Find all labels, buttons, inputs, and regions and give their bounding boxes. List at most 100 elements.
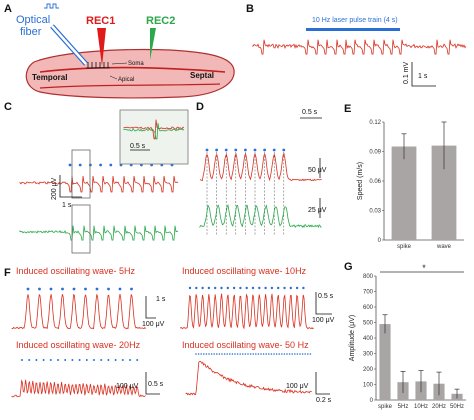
optical-fiber-icon	[44, 3, 88, 66]
stim-dot-f4	[307, 353, 309, 355]
stim-dot-c	[68, 163, 72, 167]
panel-c-scalebar	[59, 175, 82, 198]
stim-dot-f4	[218, 353, 221, 355]
panel-d-traces: 0.5 s 50 μV 25 μV	[199, 109, 327, 236]
f2-scale-v: 100 μV	[312, 317, 335, 324]
f1-scalebar	[145, 296, 156, 319]
panel-d-scale-t: 0.5 s	[302, 109, 318, 116]
stim-dot-d	[234, 148, 238, 152]
g-x-tick-label: 20Hz	[432, 404, 446, 410]
panel-b-scale-v: 0.1 mV	[403, 61, 410, 84]
lower-layer	[39, 83, 221, 89]
panel-b-scale-t: 1 s	[418, 73, 428, 80]
f3-scale-v: 100 μV	[116, 383, 139, 390]
stim-dot-d	[282, 148, 286, 152]
stim-dot-f4	[234, 353, 236, 355]
stim-dot-f2	[232, 286, 236, 290]
stim-dot-f3	[100, 359, 103, 361]
e-y-tick-label: 0.03	[369, 209, 381, 215]
stim-dot-f4	[294, 353, 296, 355]
stim-dot-f4	[257, 353, 260, 355]
stim-dot-f4	[223, 353, 226, 355]
stim-dot-f4	[229, 353, 231, 355]
stim-dot-d	[205, 148, 209, 152]
laser-pulse-icon	[44, 3, 59, 9]
f4-scale-t: 0.2 s	[316, 397, 332, 404]
stim-dot-f4	[244, 353, 247, 355]
panel-d-red-trace	[199, 152, 322, 182]
stim-dot-f4	[296, 353, 299, 355]
stim-dot-f3	[21, 359, 23, 361]
stim-dot-f4	[273, 353, 275, 355]
g-y-tick-label: 700	[363, 290, 374, 296]
stim-dot-f2	[239, 286, 242, 290]
stim-dot-f4	[252, 353, 254, 355]
panel-d-stim-dots	[205, 148, 286, 152]
stim-dot-f3	[28, 359, 31, 361]
stim-dot-f1	[84, 287, 87, 291]
stim-dot-f1	[72, 287, 76, 291]
e-y-axis-label: Speed (m/s)	[357, 162, 364, 200]
stim-dot-f4	[242, 353, 244, 355]
stim-dot-f2	[258, 286, 261, 290]
panel-label-c: C	[4, 101, 12, 113]
stim-dot-f4	[291, 353, 294, 355]
stim-dot-f4	[195, 353, 197, 355]
stim-dot-f4	[301, 353, 304, 355]
panel-a-schematic: Optical fiber REC1 REC2 Soma Apical Tempo…	[16, 3, 235, 99]
stim-dot-f1	[107, 287, 110, 291]
temporal-label: Temporal	[32, 73, 67, 82]
stim-dot-f2	[277, 286, 280, 290]
g-y-tick-label: 600	[363, 305, 374, 311]
stim-dot-f2	[214, 286, 217, 290]
stim-dot-f4	[304, 353, 307, 355]
f-title-5hz: Induced oscillating wave- 5Hz	[16, 266, 136, 276]
stim-dot-c	[99, 163, 102, 167]
e-y-tick-label: 0.06	[369, 179, 381, 185]
g-significance-star: *	[422, 263, 426, 273]
panel-label-a: A	[4, 3, 12, 15]
stim-dot-f4	[221, 353, 223, 355]
e-bar	[391, 146, 417, 240]
e-y-tick-label: 0	[378, 238, 382, 244]
stim-dot-f2	[220, 286, 223, 290]
panel-c-red-trace	[19, 175, 179, 193]
f-20hz-trace	[11, 379, 146, 398]
e-x-tick-label: spike	[397, 244, 412, 250]
stim-dot-f4	[236, 353, 239, 355]
panel-c-scale-t: 1 s	[62, 202, 72, 209]
stim-dot-f3	[121, 359, 124, 361]
stim-dot-f3	[114, 359, 117, 361]
g-y-tick-label: 400	[363, 336, 374, 342]
stim-dot-f4	[200, 353, 202, 355]
stim-dot-f2	[289, 286, 292, 290]
g-y-tick-label: 200	[363, 367, 374, 373]
f2-scalebar	[315, 292, 332, 315]
panel-c-zoom-box	[71, 149, 91, 199]
stim-dot-f4	[275, 353, 278, 355]
stim-dot-f4	[309, 353, 312, 355]
panel-c-scale-v: 200 μV	[51, 177, 58, 200]
stim-dot-f4	[197, 353, 200, 355]
stim-dot-f2	[264, 286, 267, 290]
stim-dot-f1	[26, 287, 30, 291]
e-x-tick-label: wave	[436, 244, 452, 250]
stim-dot-f4	[205, 353, 208, 355]
stim-dot-f3	[78, 359, 81, 361]
inset-scale-t: 0.5 s	[130, 143, 146, 150]
inset-red-trace	[123, 119, 185, 140]
stim-dot-f4	[239, 353, 241, 355]
stim-dot-f4	[226, 353, 228, 355]
stim-dot-f3	[107, 359, 110, 361]
panel-b-scalebar	[411, 62, 436, 87]
stim-dot-f3	[136, 359, 139, 361]
g-x-tick-label: 10Hz	[414, 404, 428, 410]
g-y-tick-label: 100	[363, 383, 374, 389]
panel-label-g: G	[344, 261, 353, 273]
stim-dot-f4	[210, 353, 213, 355]
stim-dot-f2	[283, 286, 286, 290]
panel-label-e: E	[344, 103, 351, 115]
stim-dot-f4	[247, 353, 249, 355]
